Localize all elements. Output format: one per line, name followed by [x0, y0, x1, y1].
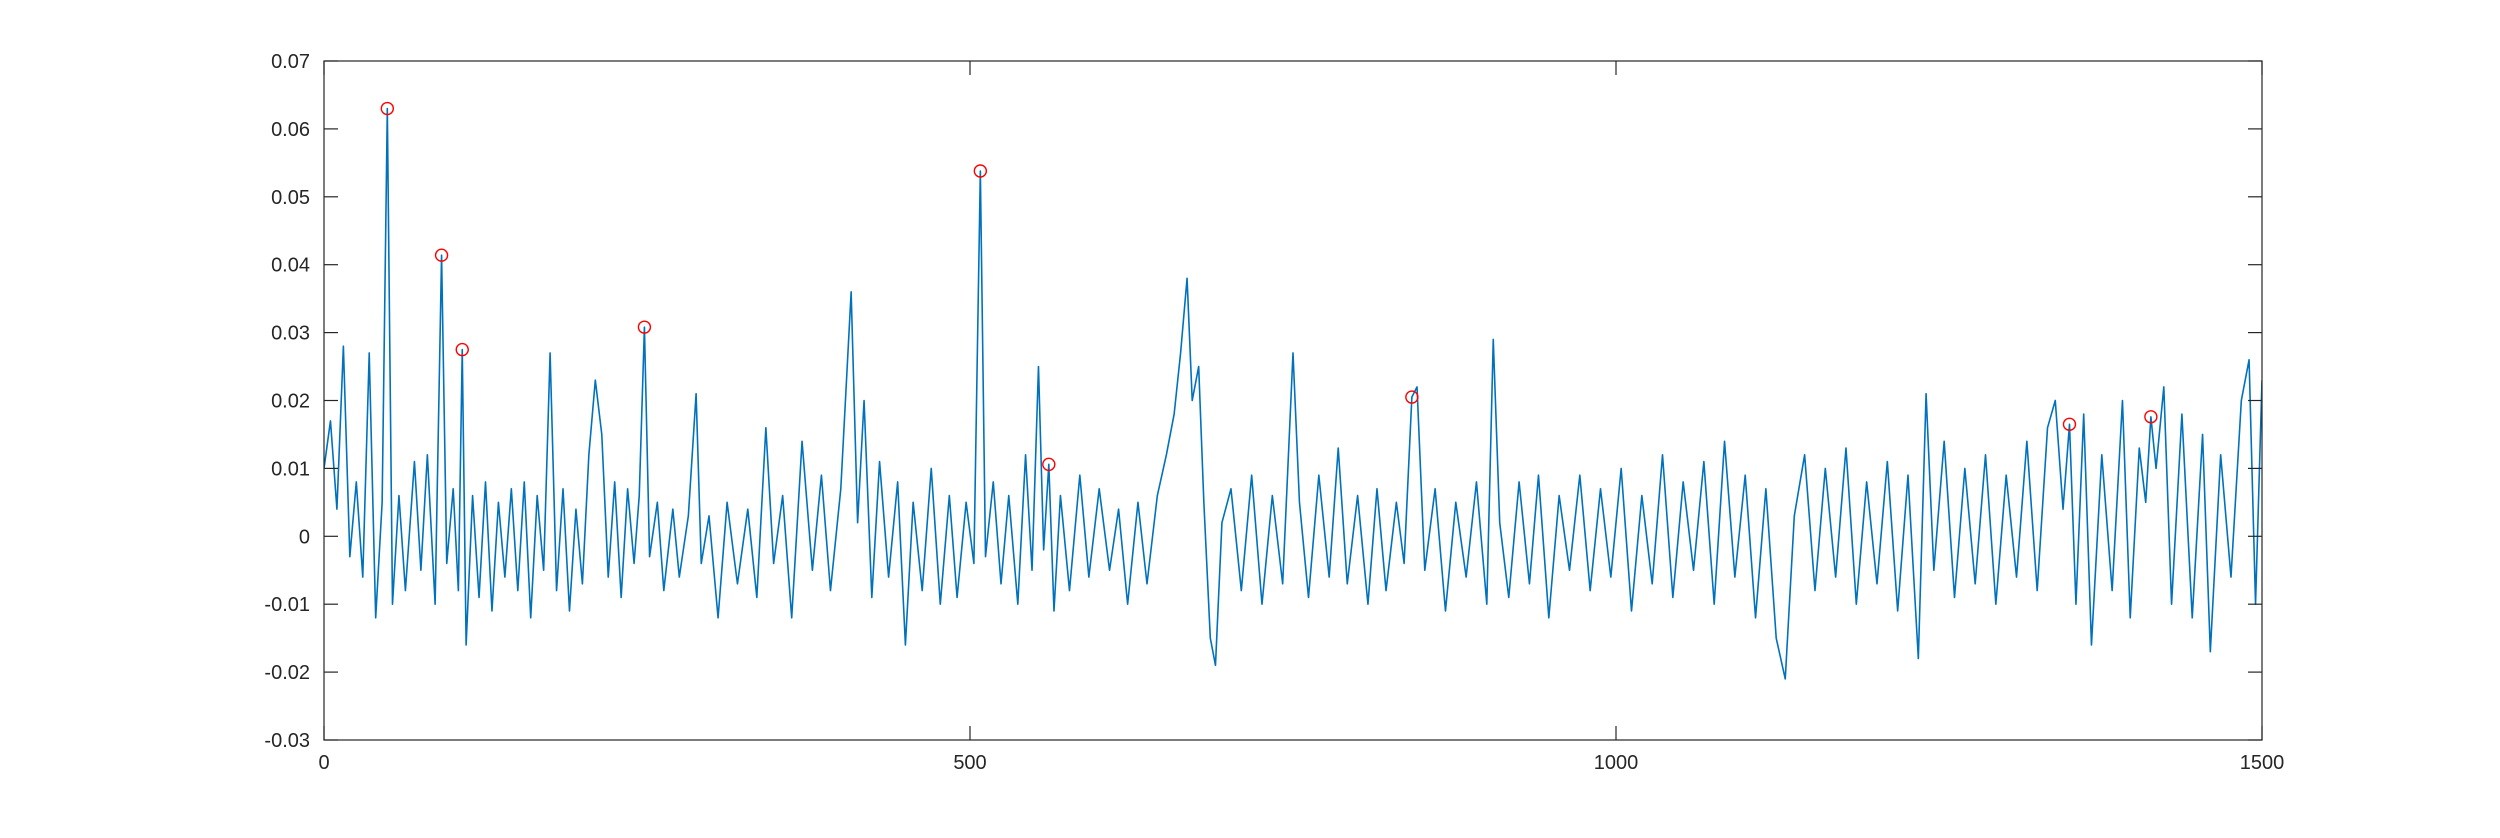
peak-marker [1042, 457, 1056, 472]
y-tick-label: 0.05 [271, 187, 310, 209]
y-tick-label: 0.06 [271, 119, 310, 141]
y-tick-label: -0.01 [264, 594, 310, 616]
peak-marker [434, 248, 449, 262]
y-tick-label: 0 [299, 526, 310, 548]
x-tick-label: 500 [953, 752, 986, 774]
peak-marker [455, 342, 469, 357]
axes-box [323, 60, 2263, 741]
peak-marker [2144, 410, 2158, 424]
y-tick-label: 0.03 [271, 323, 310, 345]
data-layer [324, 101, 2262, 680]
y-tick-label: 0.02 [271, 391, 310, 413]
x-tick-label: 1000 [1594, 752, 1639, 774]
plot-area [324, 101, 2262, 680]
peak-marker [380, 101, 395, 116]
y-tick-label: -0.03 [264, 730, 310, 752]
y-tick-label: 0.01 [271, 458, 310, 480]
y-tick-label: -0.02 [264, 662, 310, 684]
y-tick-label: 0.07 [271, 51, 310, 73]
peak-marker [1405, 390, 1419, 404]
peak-marker [2062, 417, 2077, 431]
x-tick-label: 1500 [2240, 752, 2285, 774]
x-tick-label: 0 [318, 752, 329, 774]
peak-marker [637, 320, 652, 334]
peak-marker [973, 164, 988, 178]
data-line [324, 107, 2262, 680]
y-tick-label: 0.04 [271, 255, 310, 277]
